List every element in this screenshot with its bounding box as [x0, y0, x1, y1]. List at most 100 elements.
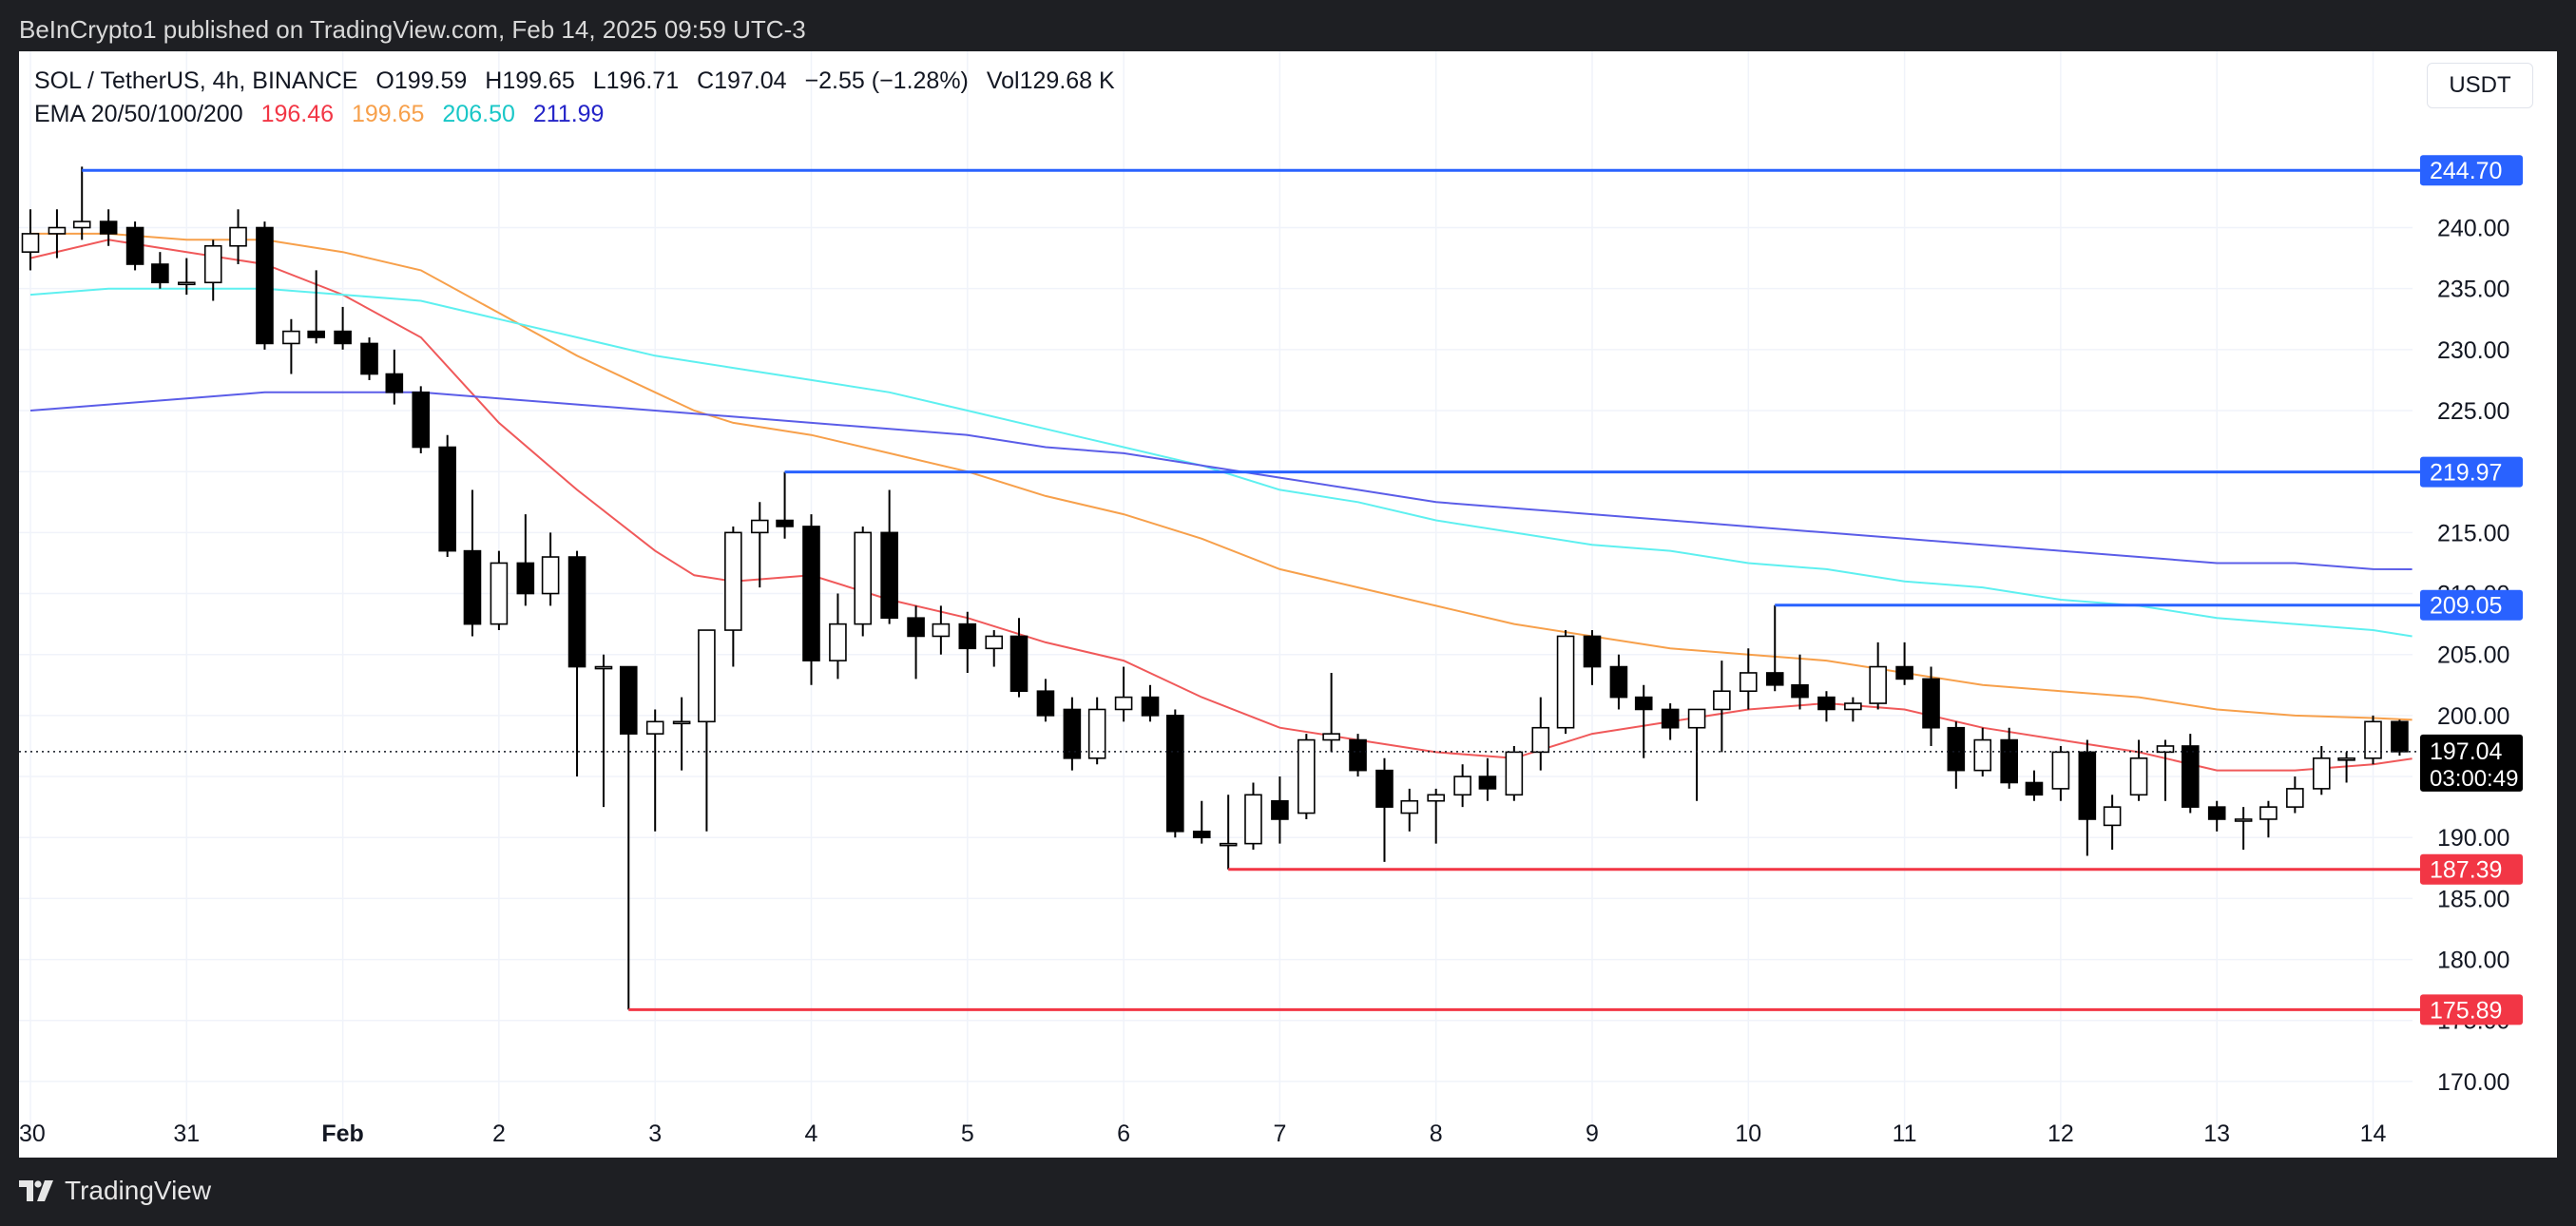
candle-body [1036, 690, 1055, 717]
candle-body [1219, 842, 1238, 847]
candle-body [2234, 818, 2253, 822]
candle-body [724, 531, 742, 631]
ema-line-ema100 [29, 287, 2413, 638]
candle-body [829, 623, 847, 661]
y-tick-label: 170.00 [2437, 1069, 2509, 1096]
candle-body [1687, 708, 1706, 729]
candle-body [672, 720, 691, 725]
x-tick-label: 14 [2360, 1121, 2387, 1147]
ema-line-ema20 [29, 239, 2413, 772]
candle-body [958, 623, 977, 650]
candle-body [2259, 806, 2278, 820]
ema-line-ema200 [29, 391, 2413, 570]
candle-body [229, 226, 247, 247]
ema-row: EMA 20/50/100/200 196.46 199.65 206.50 2… [34, 98, 1115, 131]
symbol-title[interactable]: SOL / TetherUS, 4h, BINANCE [34, 67, 358, 94]
tradingview-logo-icon [19, 1180, 53, 1201]
candle-body [1740, 672, 1758, 693]
high-label: H [485, 67, 503, 94]
y-tick-label: 230.00 [2437, 337, 2509, 364]
footer-bar: TradingView [0, 1158, 2576, 1226]
candle-body [567, 556, 586, 668]
candle-body [619, 665, 638, 735]
candle-body [1400, 799, 1419, 814]
ema50-value: 199.65 [352, 101, 425, 127]
candle-body [21, 233, 40, 253]
candle-body [178, 281, 196, 286]
candle-body [256, 226, 274, 345]
y-tick-label: 185.00 [2437, 886, 2509, 912]
candle-body [1922, 678, 1940, 729]
resistance-price-badge [2420, 456, 2523, 488]
chart-panel[interactable]: 170.00175.00180.00185.00190.00195.00200.… [19, 51, 2557, 1158]
candle-body [2207, 806, 2226, 820]
support-price-badge [2420, 853, 2523, 885]
candle-body [1478, 776, 1497, 790]
candle-body [541, 556, 560, 595]
candle-body [2286, 788, 2304, 808]
candle-body [2000, 738, 2018, 784]
candle-body [334, 330, 352, 345]
candle-body [1244, 794, 1262, 845]
x-tick-label: 13 [2203, 1121, 2230, 1147]
candle-body [1453, 776, 1471, 796]
candle-body [125, 226, 144, 265]
candle-body [282, 330, 300, 345]
candle-body [985, 635, 1004, 650]
volume-label: Vol [986, 67, 1020, 94]
candle-body [645, 720, 664, 735]
ema-label[interactable]: EMA 20/50/100/200 [34, 101, 243, 127]
candle-body [750, 519, 769, 534]
last-price-label: 197.04 [2430, 738, 2503, 765]
x-tick-label: 9 [1586, 1121, 1599, 1147]
candle-body [1063, 708, 1082, 759]
candle-body [203, 244, 222, 284]
candle-body [2129, 757, 2148, 796]
tradingview-logo[interactable]: TradingView [19, 1176, 211, 1206]
support-price-label: 187.39 [2430, 857, 2502, 884]
candle-body [1947, 726, 1966, 772]
candle-body [594, 665, 613, 670]
candle-body [360, 342, 378, 375]
candle-body [72, 220, 91, 229]
candle-body [1375, 769, 1394, 808]
support-price-label: 175.89 [2430, 997, 2502, 1024]
candle-body [2078, 751, 2097, 820]
candle-body [1583, 635, 1602, 668]
candle-body [2025, 781, 2044, 796]
last-price-badge [2420, 734, 2523, 792]
x-tick-label: 5 [961, 1121, 974, 1147]
candle-body [776, 519, 794, 527]
candle-body [1844, 702, 1862, 711]
y-tick-label: 225.00 [2437, 398, 2509, 425]
candle-body [2364, 720, 2382, 759]
candle-body [1141, 696, 1160, 717]
candle-body [48, 226, 67, 235]
x-tick-label: 12 [2047, 1121, 2074, 1147]
currency-button[interactable]: USDT [2427, 63, 2533, 108]
close-label: C [697, 67, 715, 94]
candle-body [1322, 733, 1340, 741]
resistance-price-label: 209.05 [2430, 593, 2502, 620]
ema-line-ema50 [30, 232, 2413, 721]
change-value: −2.55 (−1.28%) [804, 67, 969, 94]
support-price-badge [2420, 994, 2523, 1025]
candle-body [2312, 757, 2331, 790]
candle-body [1609, 665, 1628, 699]
candle-body [1087, 708, 1106, 759]
ema100-value: 206.50 [442, 101, 515, 127]
volume-value: 129.68 K [1019, 67, 1115, 94]
published-caption: BeInCrypto1 published on TradingView.com… [19, 15, 806, 44]
candle-body [1895, 665, 1913, 680]
candle-body [516, 562, 535, 595]
candle-body [1869, 665, 1887, 704]
price-chart[interactable]: 170.00175.00180.00185.00190.00195.00200.… [19, 51, 2557, 1158]
bar-countdown-label: 03:00:49 [2430, 766, 2518, 792]
candle-body [1114, 696, 1133, 711]
x-tick-label: Feb [321, 1121, 363, 1147]
candle-body [1634, 696, 1653, 711]
candle-body [1817, 696, 1836, 711]
resistance-price-badge [2420, 589, 2523, 621]
resistance-price-badge [2420, 155, 2523, 186]
candle-body [1009, 635, 1028, 693]
